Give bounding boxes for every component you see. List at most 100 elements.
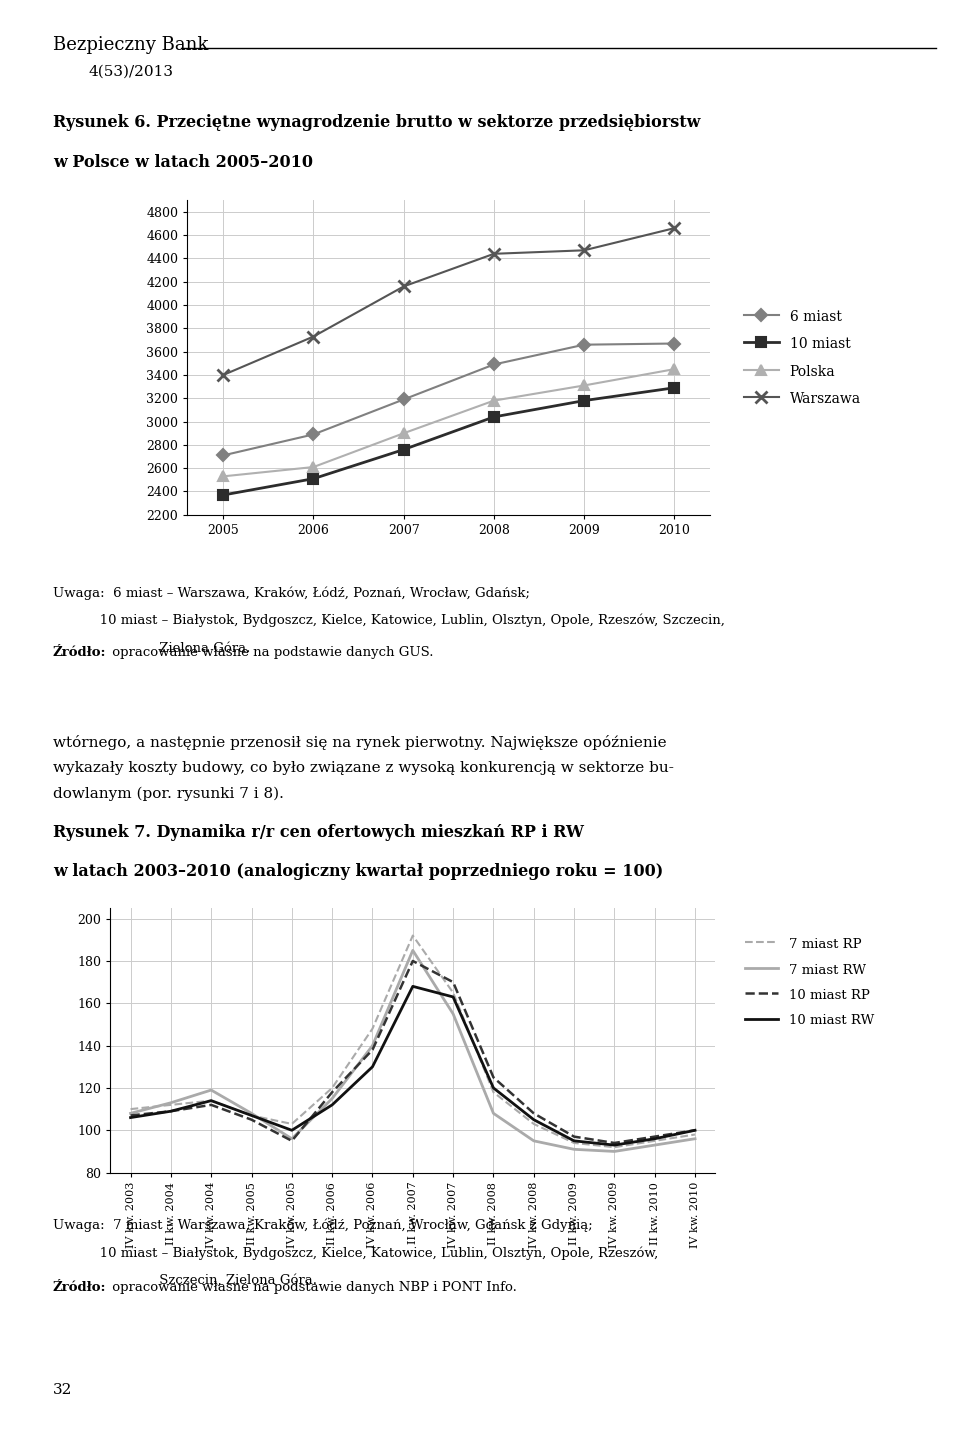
7 miast RP bbox=[488, 1084, 499, 1101]
10 miast RW bbox=[286, 1121, 298, 1138]
7 miast RP bbox=[125, 1101, 136, 1118]
Warszawa bbox=[488, 245, 499, 262]
10 miast RP bbox=[125, 1107, 136, 1124]
Text: 4(53)/2013: 4(53)/2013 bbox=[88, 64, 173, 79]
7 miast RW bbox=[407, 942, 419, 960]
10 miast RW bbox=[205, 1093, 217, 1110]
Text: Źródło:: Źródło: bbox=[53, 646, 107, 659]
10 miast RP bbox=[488, 1068, 499, 1085]
Text: Bezpieczny Bank: Bezpieczny Bank bbox=[53, 36, 208, 54]
Warszawa bbox=[668, 220, 680, 237]
6 miast bbox=[488, 356, 499, 373]
10 miast RW bbox=[165, 1103, 177, 1120]
10 miast RP bbox=[326, 1084, 338, 1101]
10 miast RP bbox=[689, 1121, 701, 1138]
7 miast RW bbox=[367, 1037, 378, 1054]
10 miast RP bbox=[286, 1133, 298, 1150]
7 miast RW bbox=[326, 1090, 338, 1107]
7 miast RP bbox=[246, 1107, 257, 1124]
10 miast RW bbox=[689, 1121, 701, 1138]
10 miast RP bbox=[205, 1097, 217, 1114]
Text: Źródło:: Źródło: bbox=[53, 1281, 107, 1294]
10 miast RP bbox=[165, 1103, 177, 1120]
Line: Polska: Polska bbox=[219, 365, 679, 482]
Legend: 7 miast RP, 7 miast RW, 10 miast RP, 10 miast RW: 7 miast RP, 7 miast RW, 10 miast RP, 10 … bbox=[740, 931, 879, 1032]
7 miast RW bbox=[165, 1094, 177, 1111]
Text: 32: 32 bbox=[53, 1383, 72, 1397]
7 miast RP bbox=[649, 1133, 660, 1150]
Text: Szczecin, Zielona Góra.: Szczecin, Zielona Góra. bbox=[53, 1274, 317, 1287]
10 miast bbox=[488, 409, 499, 426]
10 miast RP bbox=[609, 1134, 620, 1151]
10 miast RP bbox=[246, 1111, 257, 1128]
10 miast RP bbox=[447, 974, 459, 991]
Text: Uwaga:  7 miast – Warszawa, Kraków, Łódź, Poznań, Wrocław, Gdańsk z Gdynią;: Uwaga: 7 miast – Warszawa, Kraków, Łódź,… bbox=[53, 1218, 592, 1231]
10 miast RW bbox=[488, 1080, 499, 1097]
Legend: 6 miast, 10 miast, Polska, Warszawa: 6 miast, 10 miast, Polska, Warszawa bbox=[738, 303, 866, 412]
Polska bbox=[398, 425, 410, 442]
Text: dowlanym (por. rysunki 7 i 8).: dowlanym (por. rysunki 7 i 8). bbox=[53, 787, 283, 801]
10 miast bbox=[578, 392, 589, 409]
10 miast bbox=[668, 379, 680, 396]
7 miast RP bbox=[609, 1138, 620, 1155]
Text: Rysunek 6. Przeciętne wynagrodzenie brutto w sektorze przedsiębiorstw: Rysunek 6. Przeciętne wynagrodzenie brut… bbox=[53, 114, 700, 132]
7 miast RW bbox=[286, 1130, 298, 1147]
7 miast RW bbox=[528, 1133, 540, 1150]
10 miast RW bbox=[326, 1097, 338, 1114]
10 miast RW bbox=[528, 1111, 540, 1128]
Text: 10 miast – Białystok, Bydgoszcz, Kielce, Katowice, Lublin, Olsztyn, Opole, Rzesz: 10 miast – Białystok, Bydgoszcz, Kielce,… bbox=[53, 613, 725, 628]
Line: 7 miast RP: 7 miast RP bbox=[131, 935, 695, 1147]
10 miast RW bbox=[649, 1130, 660, 1147]
Text: Zielona Góra.: Zielona Góra. bbox=[53, 642, 251, 655]
10 miast RW bbox=[407, 978, 419, 995]
7 miast RW bbox=[205, 1081, 217, 1098]
7 miast RW bbox=[649, 1137, 660, 1154]
7 miast RW bbox=[125, 1105, 136, 1123]
7 miast RW bbox=[488, 1105, 499, 1123]
Text: wtórnego, a następnie przenosił się na rynek pierwotny. Największe opóźnienie: wtórnego, a następnie przenosił się na r… bbox=[53, 735, 666, 749]
Line: 7 miast RW: 7 miast RW bbox=[131, 951, 695, 1151]
Line: 6 miast: 6 miast bbox=[219, 339, 679, 459]
Polska bbox=[218, 468, 229, 485]
Text: opracowanie własne na podstawie danych GUS.: opracowanie własne na podstawie danych G… bbox=[108, 646, 434, 659]
7 miast RW bbox=[246, 1105, 257, 1123]
10 miast bbox=[398, 440, 410, 458]
6 miast bbox=[578, 336, 589, 353]
10 miast RW bbox=[447, 988, 459, 1005]
10 miast RW bbox=[246, 1107, 257, 1124]
7 miast RP bbox=[407, 927, 419, 944]
10 miast bbox=[308, 470, 320, 488]
Text: 10 miast – Białystok, Bydgoszcz, Kielce, Katowice, Lublin, Olsztyn, Opole, Rzesz: 10 miast – Białystok, Bydgoszcz, Kielce,… bbox=[53, 1246, 658, 1260]
7 miast RP bbox=[568, 1134, 580, 1151]
7 miast RP bbox=[205, 1093, 217, 1110]
10 miast RP bbox=[649, 1128, 660, 1145]
Text: Rysunek 7. Dynamika r/r cen ofertowych mieszkań RP i RW: Rysunek 7. Dynamika r/r cen ofertowych m… bbox=[53, 824, 584, 841]
7 miast RP bbox=[165, 1097, 177, 1114]
7 miast RP bbox=[286, 1115, 298, 1133]
7 miast RW bbox=[447, 1005, 459, 1022]
Text: Uwaga:  6 miast – Warszawa, Kraków, Łódź, Poznań, Wrocław, Gdańsk;: Uwaga: 6 miast – Warszawa, Kraków, Łódź,… bbox=[53, 586, 530, 599]
Line: Warszawa: Warszawa bbox=[217, 222, 681, 382]
Line: 10 miast RP: 10 miast RP bbox=[131, 961, 695, 1143]
10 miast RW bbox=[125, 1110, 136, 1127]
6 miast bbox=[308, 426, 320, 443]
Warszawa bbox=[578, 242, 589, 259]
10 miast RP bbox=[568, 1128, 580, 1145]
7 miast RP bbox=[689, 1125, 701, 1143]
10 miast RW bbox=[367, 1058, 378, 1075]
Polska bbox=[578, 378, 589, 395]
7 miast RP bbox=[528, 1115, 540, 1133]
Polska bbox=[668, 360, 680, 378]
10 miast RP bbox=[407, 952, 419, 970]
7 miast RW bbox=[568, 1141, 580, 1158]
10 miast RW bbox=[609, 1137, 620, 1154]
Polska bbox=[488, 392, 499, 409]
Warszawa bbox=[218, 366, 229, 383]
10 miast RP bbox=[367, 1041, 378, 1058]
Line: 10 miast RW: 10 miast RW bbox=[131, 987, 695, 1145]
7 miast RP bbox=[447, 984, 459, 1001]
Warszawa bbox=[308, 327, 320, 345]
10 miast RP bbox=[528, 1105, 540, 1123]
7 miast RW bbox=[609, 1143, 620, 1160]
7 miast RP bbox=[367, 1020, 378, 1037]
